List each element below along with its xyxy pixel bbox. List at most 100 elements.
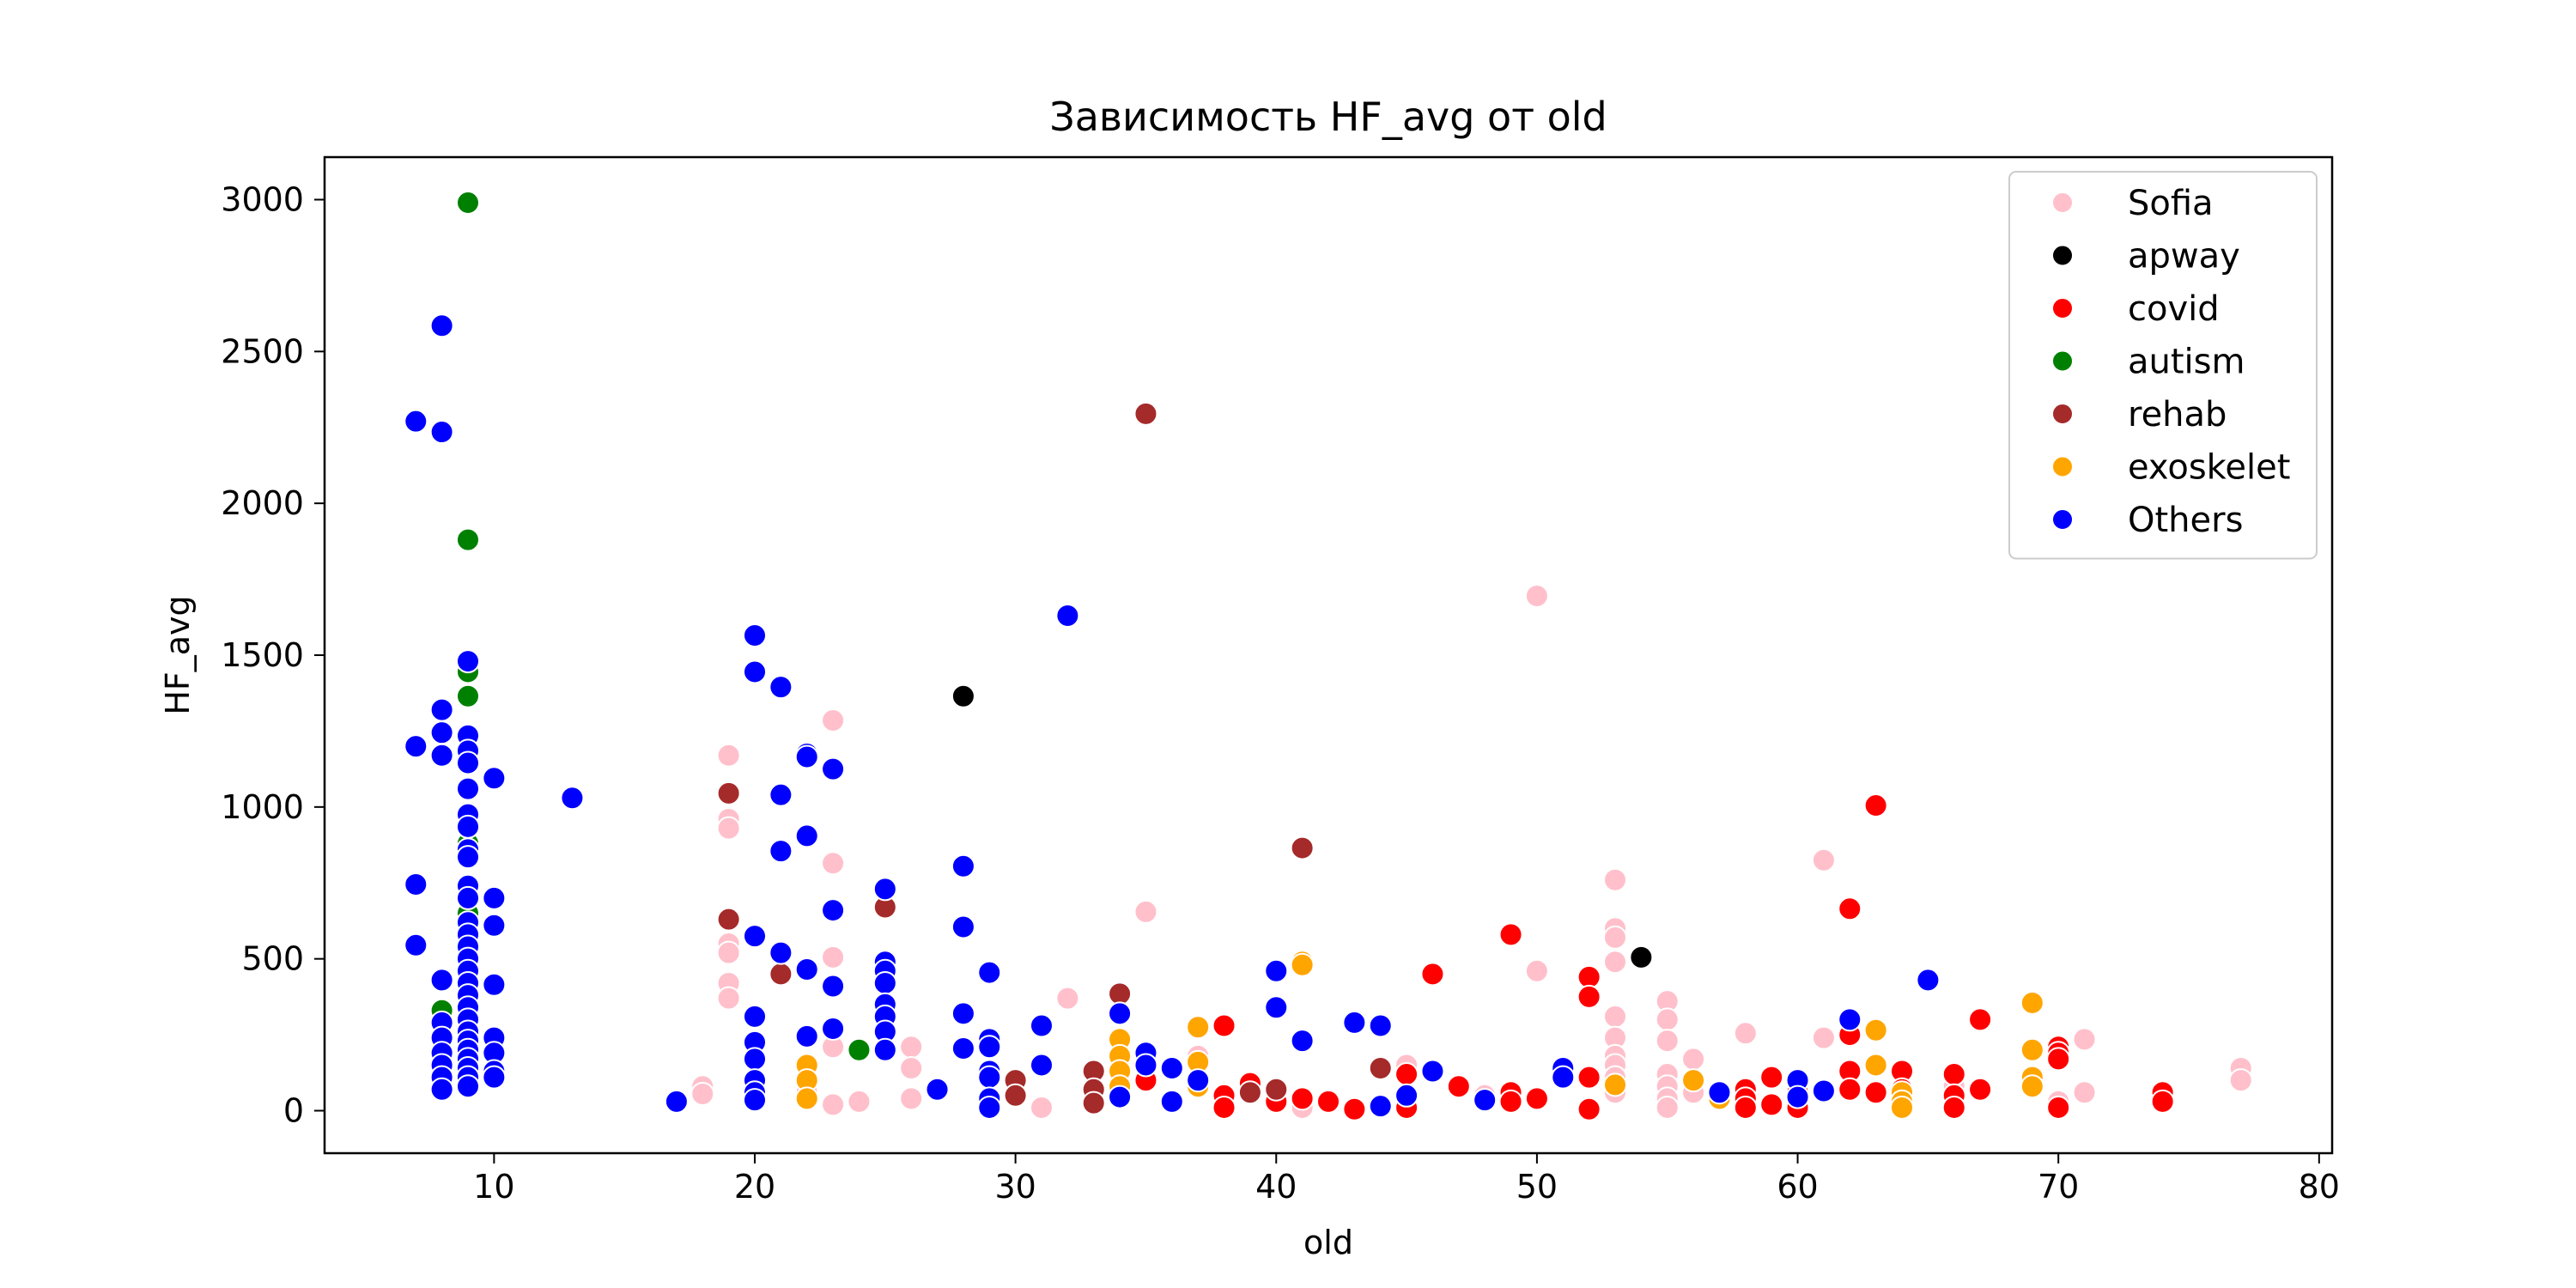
data-point-others bbox=[743, 1088, 767, 1113]
data-point-covid bbox=[1498, 922, 1523, 947]
legend-label-covid: covid bbox=[2128, 289, 2220, 329]
data-point-others bbox=[821, 1017, 846, 1041]
data-point-apway bbox=[951, 683, 975, 708]
data-point-exoskelet bbox=[1681, 1068, 1706, 1093]
x-tick-label: 10 bbox=[473, 1168, 514, 1206]
data-point-sofia bbox=[2228, 1068, 2253, 1093]
data-point-sofia bbox=[716, 743, 741, 768]
data-point-others bbox=[429, 743, 454, 768]
data-point-others bbox=[743, 623, 767, 648]
data-point-others bbox=[977, 1065, 1002, 1090]
data-point-others bbox=[769, 782, 793, 807]
legend-label-apway: apway bbox=[2128, 237, 2240, 276]
data-point-others bbox=[1159, 1089, 1184, 1114]
series-exoskelet-points bbox=[794, 950, 2044, 1120]
data-point-others bbox=[1108, 1001, 1133, 1026]
data-point-sofia bbox=[1603, 925, 1627, 950]
data-point-others bbox=[1368, 1013, 1393, 1038]
data-point-others bbox=[1785, 1084, 1810, 1109]
data-point-rehab bbox=[1003, 1083, 1028, 1108]
data-point-others bbox=[404, 933, 428, 957]
data-point-others bbox=[743, 659, 767, 684]
data-point-others bbox=[456, 845, 480, 870]
data-point-others bbox=[1838, 1007, 1862, 1032]
data-point-sofia bbox=[1655, 1095, 1680, 1120]
data-point-others bbox=[794, 823, 819, 848]
data-point-covid bbox=[1863, 793, 1888, 818]
data-point-exoskelet bbox=[2020, 1037, 2044, 1062]
data-point-covid bbox=[1212, 1095, 1236, 1120]
data-point-covid bbox=[1524, 1086, 1549, 1111]
data-point-others bbox=[429, 313, 454, 338]
data-point-others bbox=[1030, 1013, 1054, 1038]
data-point-covid bbox=[1212, 1013, 1236, 1038]
data-point-exoskelet bbox=[1863, 1018, 1888, 1042]
data-point-apway bbox=[1629, 945, 1654, 969]
series-rehab-points bbox=[716, 401, 1393, 1115]
data-point-autism bbox=[456, 527, 480, 552]
data-point-others bbox=[743, 924, 767, 949]
data-point-others bbox=[821, 756, 846, 781]
data-point-others bbox=[1108, 1084, 1133, 1109]
data-point-sofia bbox=[716, 986, 741, 1011]
data-point-covid bbox=[1733, 1095, 1758, 1120]
data-point-others bbox=[794, 957, 819, 982]
data-point-others bbox=[429, 720, 454, 745]
data-point-others bbox=[404, 409, 428, 434]
data-point-sofia bbox=[2072, 1080, 2097, 1105]
data-point-sofia bbox=[1733, 1021, 1758, 1046]
y-tick-label: 3000 bbox=[221, 181, 304, 219]
data-point-others bbox=[1394, 1083, 1419, 1108]
y-tick-label: 2000 bbox=[221, 484, 304, 522]
data-point-sofia bbox=[899, 1086, 924, 1111]
data-point-covid bbox=[1342, 1097, 1367, 1121]
data-point-sofia bbox=[1524, 958, 1549, 983]
data-point-others bbox=[769, 940, 793, 965]
legend-label-autism: autism bbox=[2128, 343, 2245, 382]
x-tick-label: 20 bbox=[734, 1168, 775, 1206]
data-point-others bbox=[769, 839, 793, 864]
data-point-others bbox=[1030, 1053, 1054, 1078]
data-point-others bbox=[1290, 1029, 1315, 1054]
data-point-others bbox=[872, 1037, 897, 1062]
data-point-others bbox=[456, 649, 480, 674]
data-point-rehab bbox=[716, 907, 741, 932]
data-point-sofia bbox=[1133, 899, 1158, 924]
data-point-others bbox=[429, 968, 454, 993]
data-point-others bbox=[743, 1047, 767, 1072]
data-point-sofia bbox=[690, 1082, 715, 1107]
data-point-others bbox=[429, 420, 454, 445]
data-point-sofia bbox=[716, 940, 741, 965]
data-point-exoskelet bbox=[794, 1086, 819, 1111]
data-point-sofia bbox=[821, 708, 846, 733]
data-point-rehab bbox=[1237, 1080, 1262, 1105]
data-point-others bbox=[456, 885, 480, 910]
data-point-rehab bbox=[1368, 1055, 1393, 1080]
data-point-others bbox=[1368, 1094, 1393, 1119]
data-point-exoskelet bbox=[1890, 1095, 1914, 1120]
y-tick-label: 2500 bbox=[221, 332, 304, 370]
data-point-covid bbox=[1577, 1065, 1601, 1090]
data-point-others bbox=[794, 744, 819, 769]
data-point-others bbox=[977, 1035, 1002, 1060]
data-point-others bbox=[821, 974, 846, 999]
data-points bbox=[404, 191, 2253, 1121]
data-point-others bbox=[794, 1024, 819, 1048]
data-point-others bbox=[821, 898, 846, 923]
data-point-covid bbox=[2150, 1089, 2175, 1114]
data-point-rehab bbox=[716, 781, 741, 805]
legend-marker-covid bbox=[2051, 297, 2074, 319]
data-point-exoskelet bbox=[1603, 1072, 1627, 1097]
plot-area-frame bbox=[323, 155, 2334, 1155]
data-point-others bbox=[1186, 1068, 1211, 1093]
data-point-covid bbox=[1316, 1089, 1340, 1114]
data-point-covid bbox=[1968, 1007, 1993, 1032]
data-point-others bbox=[482, 766, 507, 791]
data-point-others bbox=[1916, 968, 1941, 993]
data-point-others bbox=[743, 1004, 767, 1029]
data-point-others bbox=[404, 734, 428, 759]
data-point-others bbox=[951, 1036, 975, 1060]
y-tick-label: 1500 bbox=[221, 636, 304, 674]
data-point-sofia bbox=[1811, 1025, 1836, 1050]
data-point-others bbox=[1055, 604, 1080, 629]
